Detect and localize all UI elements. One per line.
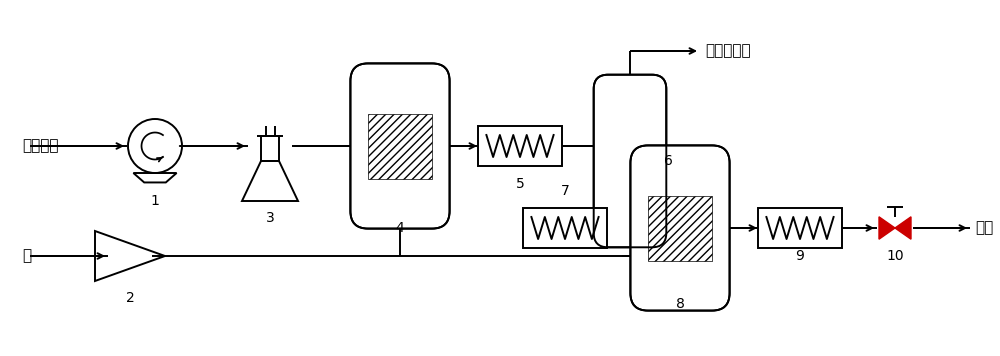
Text: 合成气回收: 合成气回收	[705, 43, 751, 58]
Text: 排放: 排放	[975, 220, 993, 236]
Text: 3: 3	[266, 211, 274, 225]
Bar	[523, 208, 607, 248]
Text: 10: 10	[886, 249, 904, 263]
Bar	[478, 126, 562, 166]
Bar	[368, 114, 432, 178]
Bar	[758, 208, 842, 248]
FancyBboxPatch shape	[350, 63, 450, 229]
Bar	[648, 195, 712, 261]
Text: 5: 5	[516, 177, 524, 191]
Polygon shape	[895, 217, 911, 239]
Text: 1: 1	[151, 194, 159, 208]
FancyBboxPatch shape	[594, 75, 666, 247]
FancyBboxPatch shape	[630, 145, 730, 310]
Text: 8: 8	[676, 297, 684, 311]
Text: 7: 7	[561, 184, 569, 198]
Text: 氧: 氧	[22, 248, 31, 263]
Text: 4: 4	[396, 221, 404, 235]
Text: 9: 9	[796, 249, 804, 263]
Text: 有机废水: 有机废水	[22, 138, 58, 153]
Text: 6: 6	[664, 154, 672, 168]
Text: 2: 2	[126, 291, 134, 305]
Bar	[261, 136, 279, 161]
Polygon shape	[879, 217, 895, 239]
